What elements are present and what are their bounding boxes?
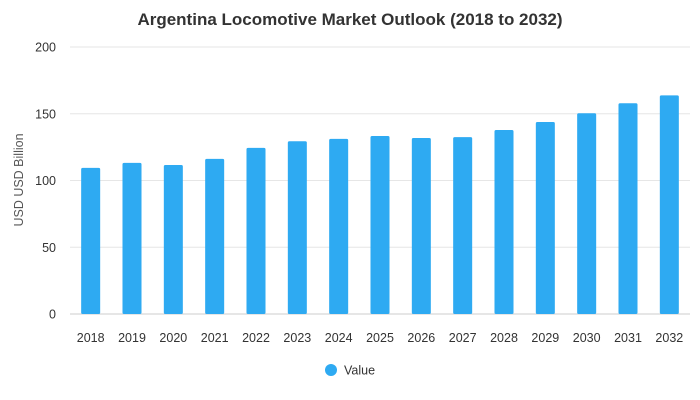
bars [81, 95, 679, 315]
legend-marker-icon [325, 364, 337, 376]
x-tick-label: 2021 [201, 331, 229, 345]
bar-2031[interactable] [618, 103, 638, 315]
bar-2022[interactable] [246, 147, 266, 314]
x-tick-label: 2032 [655, 331, 683, 345]
x-axis-ticks: 2018 2019 2020 2021 2022 2023 2024 2025 2026 2027… [77, 331, 684, 345]
y-tick-label: 100 [35, 174, 56, 188]
x-tick-label: 2023 [283, 331, 311, 345]
x-tick-label: 2028 [490, 331, 518, 345]
x-tick-label: 2029 [531, 331, 559, 345]
x-tick-label: 2022 [242, 331, 270, 345]
x-tick-label: 2024 [325, 331, 353, 345]
bar-2028[interactable] [494, 130, 514, 314]
x-tick-label: 2027 [449, 331, 477, 345]
bar-2030[interactable] [577, 113, 597, 314]
x-tick-label: 2030 [573, 331, 601, 345]
x-tick-label: 2020 [159, 331, 187, 345]
bar-2021[interactable] [205, 158, 225, 314]
x-tick-label: 2025 [366, 331, 394, 345]
bar-2027[interactable] [453, 137, 473, 314]
bar-2024[interactable] [329, 138, 349, 314]
y-tick-label: 200 [35, 41, 56, 55]
bar-2023[interactable] [287, 141, 307, 314]
legend[interactable]: Value [325, 364, 375, 378]
bar-2019[interactable] [122, 162, 142, 314]
x-tick-label: 2026 [407, 331, 435, 345]
x-tick-label: 2019 [118, 331, 146, 345]
y-tick-label: 150 [35, 107, 56, 121]
bar-2029[interactable] [535, 122, 555, 314]
bar-2026[interactable] [411, 138, 431, 314]
y-tick-label: 0 [49, 308, 56, 322]
bar-2032[interactable] [659, 95, 679, 315]
y-tick-label: 50 [42, 241, 56, 255]
y-axis-ticks: 0 50 100 150 200 [35, 41, 56, 322]
chart-title: Argentina Locomotive Market Outlook (201… [137, 10, 562, 29]
bar-2020[interactable] [163, 165, 183, 314]
y-axis-title: USD USD Billion [12, 133, 26, 226]
bar-2025[interactable] [370, 136, 390, 314]
legend-label-value: Value [344, 364, 375, 378]
bar-2018[interactable] [81, 167, 101, 314]
x-tick-label: 2031 [614, 331, 642, 345]
x-tick-label: 2018 [77, 331, 105, 345]
